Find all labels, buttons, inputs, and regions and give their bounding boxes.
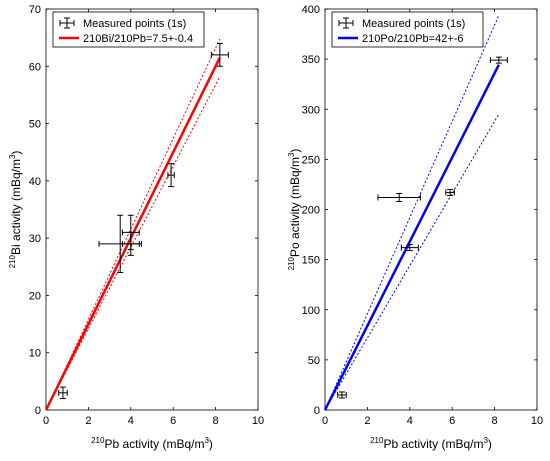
y-tick-label: 0: [35, 405, 41, 417]
y-tick-label: 400: [302, 4, 320, 16]
y-axis-label-close: ): [288, 149, 302, 153]
legend-entry-measured: Measured points (1s): [338, 17, 465, 30]
legend-box: [52, 11, 205, 48]
x-axis-label-unit-sup: 3: [483, 436, 488, 445]
y-tick-label: 30: [29, 233, 41, 245]
x-axis-label-close: ): [488, 437, 492, 451]
fit-line: [44, 57, 221, 411]
data-point-2: [377, 192, 421, 202]
y-tick-label: 200: [302, 205, 320, 217]
x-axis-label: 210Pb activity (mBq/m3): [91, 436, 213, 451]
measured-series: [58, 42, 229, 400]
x-axis-label-unit-sup: 3: [204, 436, 209, 445]
x-tick-label: 10: [252, 415, 264, 427]
data-point-3: [400, 244, 419, 252]
legend-label-measured: Measured points (1s): [362, 18, 465, 30]
fit-upper-bound: [324, 15, 500, 411]
y-axis-label-close: ): [9, 151, 23, 155]
x-tick-label: 10: [531, 415, 543, 427]
y-tick-label: 60: [29, 61, 41, 73]
x-axis-label-text: Pb activity (mBq/m: [104, 437, 204, 451]
fit-lower-bound: [45, 76, 221, 411]
y-axis-label-unit-sup: 3: [287, 152, 296, 157]
x-tick-label: 6: [170, 415, 176, 427]
y-tick-label: 0: [314, 405, 320, 417]
x-axis-label: 210Pb activity (mBq/m3): [370, 436, 492, 451]
y-tick-label: 100: [302, 305, 320, 317]
legend-entry-measured: Measured points (1s): [59, 17, 186, 30]
data-point-4: [445, 188, 455, 196]
legend-label-measured: Measured points (1s): [83, 18, 186, 30]
x-tick-label: 4: [128, 415, 134, 427]
x-axis-label-sup: 210: [370, 436, 384, 445]
legend-label-fit: 210Po/210Pb=42+-6: [362, 33, 464, 45]
y-tick-label: 40: [29, 176, 41, 188]
legend-entry-fit: 210Bi/210Pb=7.5+-0.4: [59, 33, 193, 45]
y-axis-label-text: Po activity (mBq/m: [288, 157, 302, 257]
measured-series: [337, 56, 508, 399]
data-point-1: [337, 391, 347, 399]
y-tick-label: 350: [302, 54, 320, 66]
y-tick-label: 150: [302, 255, 320, 267]
y-axis-label-sup: 210: [287, 257, 296, 271]
data-point-6: [210, 42, 229, 67]
fit-series: [323, 15, 500, 411]
x-tick-label: 6: [449, 415, 455, 427]
y-axis-label: 210Bi activity (mBq/m3): [8, 151, 23, 269]
y-axis-label-unit-sup: 3: [8, 154, 17, 159]
x-tick-label: 2: [85, 415, 91, 427]
y-tick-label: 50: [29, 119, 41, 131]
legend-box: [331, 11, 484, 48]
x-tick-label: 2: [364, 415, 370, 427]
x-tick-label: 0: [43, 415, 49, 427]
legend: Measured points (1s) 210Bi/210Pb=7.5+-0.4: [52, 11, 205, 48]
fit-upper-bound: [45, 38, 221, 411]
x-axis-label-text: Pb activity (mBq/m: [383, 437, 483, 451]
fit-lower-bound: [324, 113, 500, 411]
fit-line: [323, 64, 500, 411]
y-tick-label: 20: [29, 290, 41, 302]
x-tick-label: 4: [407, 415, 413, 427]
x-tick-label: 8: [492, 415, 498, 427]
data-point-5: [489, 56, 508, 64]
x-axis-label-sup: 210: [91, 436, 105, 445]
plot-frame: [45, 8, 259, 411]
y-axis-label-sup: 210: [8, 255, 17, 269]
data-point-1: [58, 386, 68, 400]
y-tick-label: 70: [29, 4, 41, 16]
legend-label-fit: 210Bi/210Pb=7.5+-0.4: [83, 33, 193, 45]
plot-frame: [324, 8, 538, 411]
y-tick-label: 10: [29, 348, 41, 360]
legend: Measured points (1s) 210Po/210Pb=42+-6: [331, 11, 484, 48]
x-tick-label: 8: [213, 415, 219, 427]
x-axis-label-close: ): [209, 437, 213, 451]
y-axis-label-text: Bi activity (mBq/m: [9, 159, 23, 255]
legend-entry-fit: 210Po/210Pb=42+-6: [338, 33, 464, 45]
y-tick-label: 250: [302, 154, 320, 166]
y-tick-label: 50: [308, 355, 320, 367]
fit-series: [44, 38, 221, 411]
data-point-4: [121, 231, 140, 256]
x-tick-label: 0: [322, 415, 328, 427]
y-axis-label: 210Po activity (mBq/m3): [287, 149, 302, 271]
y-tick-label: 300: [302, 104, 320, 116]
data-point-5: [167, 163, 175, 188]
